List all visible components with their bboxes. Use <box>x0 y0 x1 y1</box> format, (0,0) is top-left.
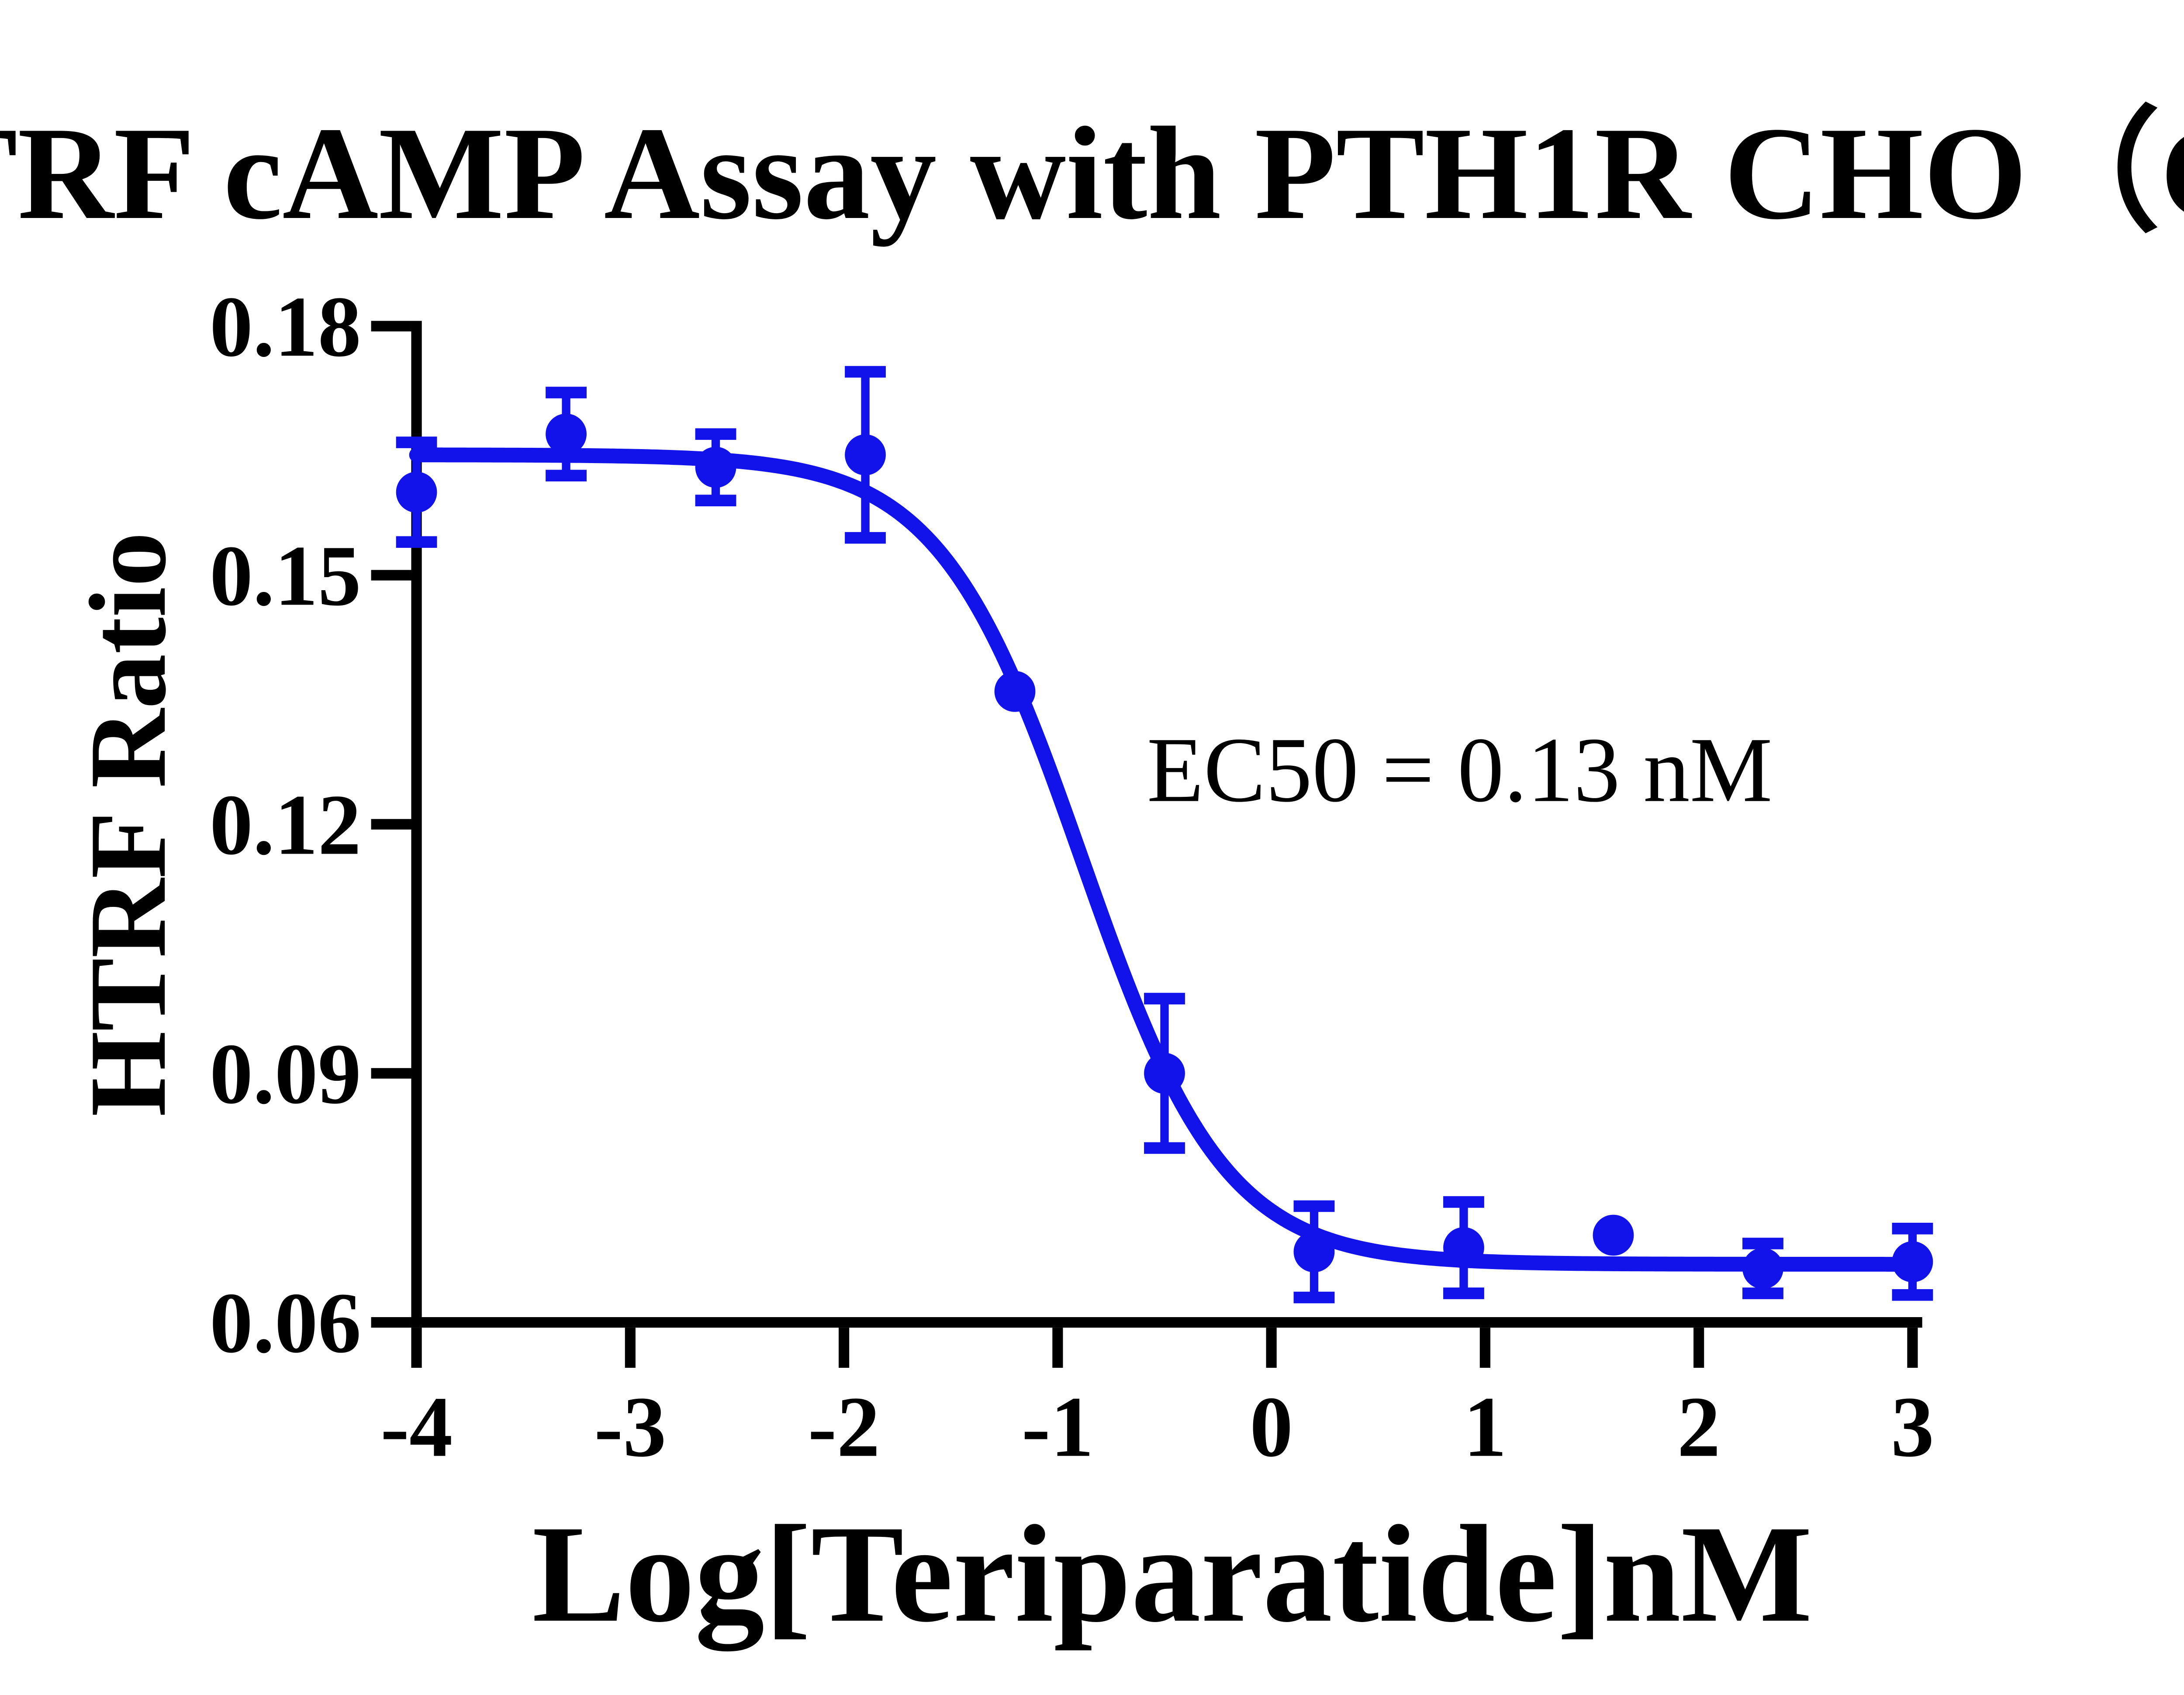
x-tick-label: -4 <box>380 1379 453 1475</box>
data-point-marker <box>1892 1241 1933 1283</box>
data-point-marker <box>396 471 437 513</box>
y-tick-label: 0.18 <box>210 278 361 374</box>
axes: 0.06 0.09 0.12 0.15 0.18 -4 -3 -2 -1 0 1 2 3 <box>210 278 1934 1474</box>
x-tick-label: 2 <box>1677 1379 1721 1475</box>
x-tick-label: 3 <box>1891 1379 1934 1475</box>
data-point-marker <box>994 671 1036 712</box>
data-point-marker <box>1293 1231 1335 1273</box>
x-tick-label: -1 <box>1022 1379 1094 1475</box>
y-tick-label: 0.06 <box>210 1275 361 1371</box>
data-points <box>396 413 1933 1289</box>
x-tick-label: -2 <box>808 1379 880 1475</box>
data-point-marker <box>695 446 736 488</box>
data-point-marker <box>845 434 886 476</box>
data-point-marker <box>1443 1227 1484 1268</box>
chart-title: HTRF cAMP Assay with PTH1R CHO（C1） <box>0 100 2184 247</box>
y-tick-label: 0.09 <box>210 1026 361 1122</box>
x-tick-label: 1 <box>1463 1379 1507 1475</box>
data-point-marker <box>1593 1214 1634 1256</box>
y-tick-label: 0.15 <box>210 527 361 623</box>
y-axis-title: HTRF Ratio <box>67 532 189 1117</box>
y-tick-label: 0.12 <box>210 777 361 873</box>
data-point-marker <box>1742 1248 1783 1289</box>
x-tick-label: -3 <box>594 1379 666 1475</box>
ec50-annotation: EC50 = 0.13 nM <box>1147 719 1773 822</box>
x-axis-title: Log[Teriparatide]nM <box>532 1497 1812 1653</box>
x-tick-label: 0 <box>1250 1379 1293 1475</box>
data-point-marker <box>1144 1053 1185 1094</box>
error-bars <box>396 366 1933 1304</box>
data-point-marker <box>546 413 587 455</box>
